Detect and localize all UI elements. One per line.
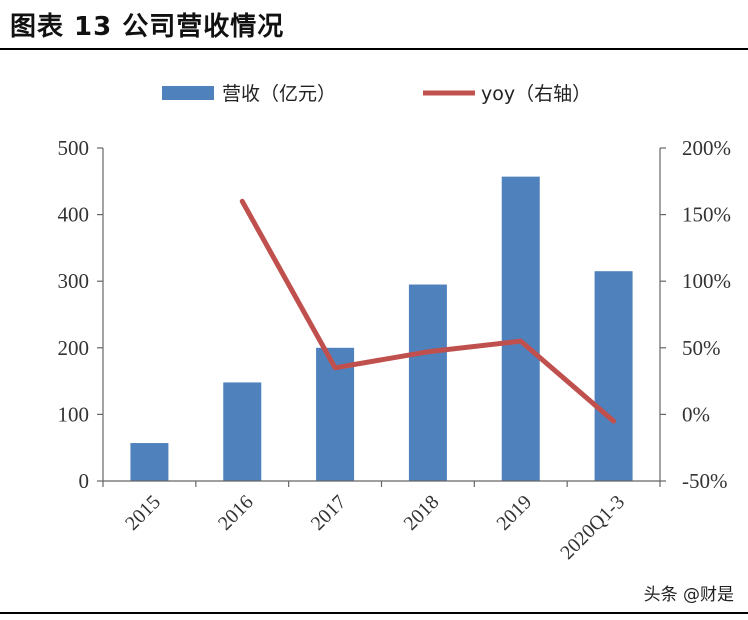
y-left-tick-label: 0	[79, 469, 90, 493]
bar-2016	[223, 382, 262, 481]
footer-divider	[0, 612, 748, 614]
x-tick-label: 2019	[492, 491, 536, 535]
x-tick-label: 2020Q1-3	[556, 491, 629, 564]
y-right-tick-label: 100%	[682, 269, 731, 293]
title-divider	[0, 48, 748, 50]
x-tick-label: 2018	[400, 491, 444, 535]
y-right-tick-label: -50%	[682, 469, 728, 493]
x-tick-label: 2015	[121, 491, 165, 535]
legend-label-yoy: yoy（右轴）	[481, 83, 591, 105]
y-right-tick-label: 50%	[682, 336, 721, 360]
bar-2020q1-3	[594, 271, 633, 481]
legend-swatch-revenue	[162, 86, 214, 100]
y-left-tick-label: 300	[58, 269, 90, 293]
y-left-tick-label: 400	[58, 203, 90, 227]
x-tick-label: 2017	[307, 491, 351, 535]
legend-label-revenue: 营收（亿元）	[222, 83, 336, 105]
y-left-tick-label: 200	[58, 336, 90, 360]
y-left-tick-label: 500	[58, 136, 90, 160]
y-left-tick-label: 100	[58, 402, 90, 426]
y-right-tick-label: 0%	[682, 402, 710, 426]
bar-2019	[501, 176, 540, 481]
y-right-tick-label: 200%	[682, 136, 731, 160]
bar-2018	[408, 284, 447, 481]
plot-area: 0 100 200 300 400 500 -50% 0% 50% 100% 150% 200% 201…	[58, 136, 732, 564]
bar-2015	[130, 443, 169, 481]
source-watermark: 头条 @财是	[643, 585, 734, 605]
chart-legend: 营收（亿元） yoy（右轴）	[162, 83, 591, 105]
figure-title: 图表 13 公司营收情况	[10, 12, 285, 42]
y-right-tick-label: 150%	[682, 203, 731, 227]
x-tick-label: 2016	[214, 491, 258, 535]
